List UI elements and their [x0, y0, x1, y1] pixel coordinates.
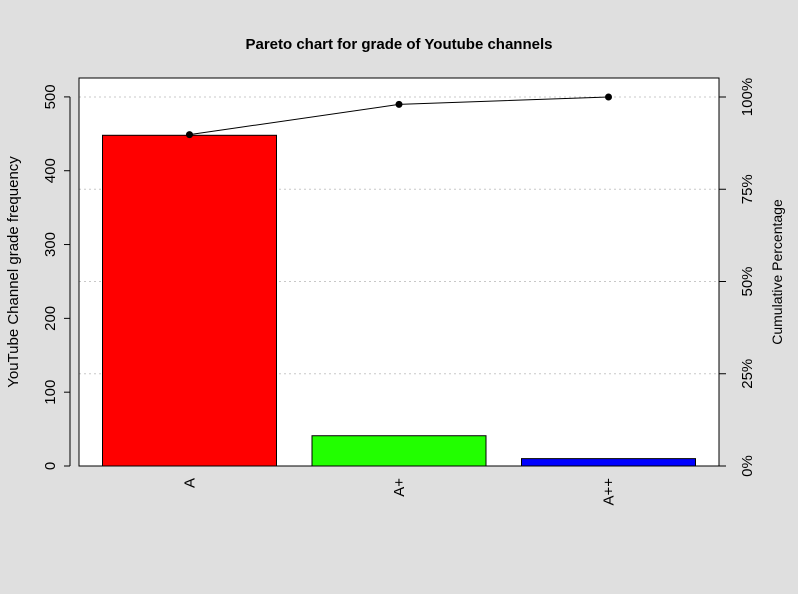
x-tick-label: A++	[601, 478, 618, 506]
bar-aplusplus	[521, 458, 696, 467]
y-tick-label: 300	[42, 232, 59, 257]
y2-tick-label: 25%	[739, 359, 756, 389]
y-axis-title: YouTube Channel grade frequency	[5, 156, 22, 388]
y2-tick-label: 50%	[739, 266, 756, 296]
x-tick-label: A	[182, 478, 199, 488]
cumulative-point	[605, 93, 612, 101]
cumulative-point	[186, 131, 193, 139]
y2-tick-label: 0%	[739, 455, 756, 477]
y-tick-label: 500	[42, 84, 59, 109]
bar-a	[102, 134, 277, 467]
x-axis: A A+ A++	[182, 478, 618, 506]
y2-tick-label: 75%	[739, 174, 756, 204]
cumulative-point	[395, 100, 403, 108]
cumulative-line	[186, 93, 612, 139]
bars	[102, 134, 696, 467]
x-tick-label: A+	[391, 478, 408, 497]
y-axis-left: 0 100 200 300 400 500	[42, 84, 71, 470]
bar-aplus	[311, 435, 487, 467]
chart-title: Pareto chart for grade of Youtube channe…	[245, 36, 552, 53]
y2-tick-label: 100%	[739, 78, 756, 116]
y-tick-label: 100	[42, 380, 59, 405]
y-tick-label: 200	[42, 306, 59, 331]
y2-axis-title: Cumulative Percentage	[769, 199, 785, 345]
y-tick-label: 0	[42, 462, 59, 470]
y-tick-label: 400	[42, 158, 59, 183]
y-axis-right: 0% 25% 50% 75% 100%	[718, 78, 756, 477]
